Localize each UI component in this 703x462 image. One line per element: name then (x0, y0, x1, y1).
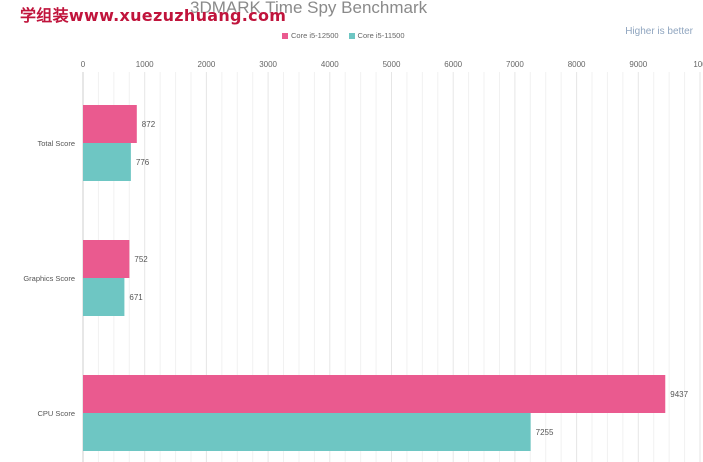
data-label: 752 (134, 255, 148, 264)
chart-title: 3DMARK Time Spy Benchmark (190, 0, 428, 17)
x-tick-label: 9000 (629, 60, 647, 69)
legend-label: Core i5-11500 (357, 31, 405, 40)
x-tick-label: 2000 (198, 60, 216, 69)
legend-swatch (282, 32, 288, 39)
x-tick-label: 100 (693, 60, 703, 69)
bar-series-a (83, 375, 666, 413)
bar-series-b (83, 143, 131, 181)
x-tick-label: 4000 (321, 60, 339, 69)
category-label: Total Score (37, 139, 75, 148)
x-tick-label: 5000 (383, 60, 401, 69)
legend: Core i5-12500 Core i5-11500 (282, 31, 405, 40)
data-label: 7255 (536, 428, 554, 437)
x-tick-label: 1000 (136, 60, 154, 69)
legend-swatch (348, 32, 355, 39)
watermark: 学组装www.xuezuzhuang.com (20, 6, 287, 25)
bar-series-a (83, 105, 137, 143)
bar-series-b (83, 413, 531, 451)
legend-label: Core i5-12500 (291, 31, 339, 40)
data-label: 9437 (670, 390, 688, 399)
x-tick-label: 7000 (506, 60, 524, 69)
x-tick-label: 3000 (259, 60, 277, 69)
higher-is-better-note: Higher is better (625, 26, 693, 37)
category-label: CPU Score (37, 409, 75, 418)
data-label: 671 (129, 293, 143, 302)
legend-item-series-b: Core i5-11500 (348, 31, 405, 40)
x-tick-label: 0 (81, 60, 86, 69)
data-label: 776 (136, 158, 150, 167)
x-tick-label: 8000 (568, 60, 586, 69)
data-label: 872 (142, 120, 156, 129)
bar-series-b (83, 278, 125, 316)
bar-series-a (83, 240, 130, 278)
x-tick-label: 6000 (444, 60, 462, 69)
category-label: Graphics Score (23, 274, 75, 283)
legend-item-series-a: Core i5-12500 (282, 31, 339, 40)
